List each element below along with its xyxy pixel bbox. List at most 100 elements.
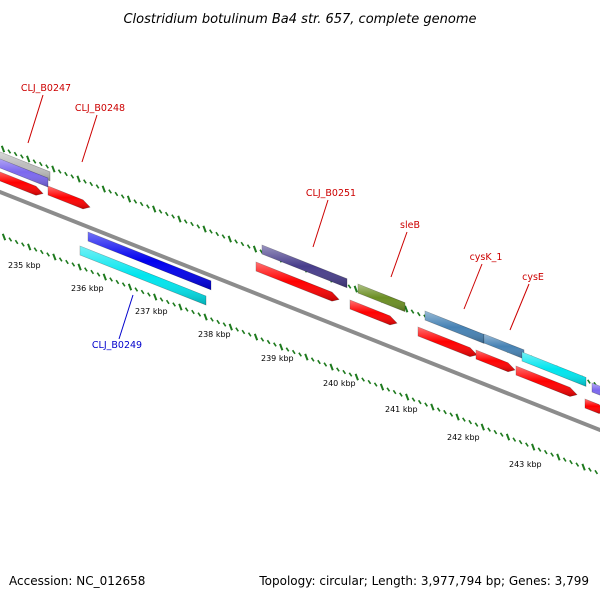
inner-tick — [222, 322, 227, 327]
outer-tick — [101, 185, 106, 193]
inner-tick — [594, 469, 599, 475]
inner-tick — [279, 343, 284, 351]
outer-tick — [177, 215, 182, 223]
inner-tick — [210, 317, 214, 322]
inner-tick — [298, 352, 302, 357]
inner-tick — [27, 243, 32, 251]
inner-tick — [348, 372, 353, 377]
inner-tick — [178, 303, 183, 311]
gene-block-cyan-shading — [80, 246, 206, 306]
inner-tick — [228, 323, 233, 331]
outer-tick — [234, 239, 238, 244]
inner-tick — [33, 247, 38, 252]
outer-tick — [171, 214, 175, 219]
cds-arrow-shading — [585, 399, 600, 414]
label-leaders — [27, 94, 530, 340]
gene-label: cysK_1 — [470, 252, 503, 263]
inner-tick — [102, 273, 107, 281]
cds-arrow-shading — [418, 327, 477, 357]
inner-tick — [399, 392, 403, 397]
inner-tick — [241, 329, 246, 335]
gene-label: sleB — [400, 220, 420, 231]
inner-tick — [266, 339, 271, 345]
inner-tick — [153, 293, 158, 301]
outer-tick — [120, 194, 125, 199]
cds-arrow-shading — [350, 300, 397, 325]
gene-label-leader — [312, 199, 329, 248]
inner-tick — [562, 457, 567, 462]
inner-tick — [569, 459, 573, 465]
inner-tick — [235, 327, 239, 332]
outer-tick — [416, 311, 421, 317]
inner-tick — [39, 249, 44, 255]
inner-tick — [65, 259, 69, 265]
inner-tick — [379, 383, 385, 391]
kbp-label: 242 kbp — [447, 433, 480, 442]
inner-tick — [115, 279, 120, 285]
outer-tick — [89, 181, 94, 187]
inner-tick — [436, 407, 441, 412]
kbp-label: 243 kbp — [509, 460, 542, 469]
outer-tick — [410, 309, 415, 314]
kbp-label: 237 kbp — [135, 307, 168, 316]
inner-tick — [575, 462, 580, 467]
inner-tick — [52, 253, 57, 261]
inner-tick — [96, 272, 101, 277]
gene-block-steel-shading — [425, 311, 484, 344]
outer-tick — [108, 189, 112, 194]
inner-tick — [480, 423, 485, 431]
outer-tick — [196, 224, 201, 229]
inner-tick — [411, 397, 416, 402]
inner-tick — [581, 463, 586, 471]
gene-label: cysE — [522, 272, 544, 283]
inner-tick — [424, 402, 428, 407]
feature-track — [0, 151, 600, 414]
inner-tick — [556, 453, 561, 461]
kbp-labels: 235 kbp 236 kbp 237 kbp 238 kbp 239 kbp 240 k… — [8, 261, 542, 469]
inner-tick — [449, 412, 454, 417]
cds-arrow-shading — [516, 366, 577, 397]
inner-tick — [512, 437, 517, 442]
outer-tick — [158, 209, 163, 214]
inner-tick — [84, 267, 88, 272]
outer-tick — [215, 231, 220, 237]
outer-tick — [20, 154, 24, 159]
kbp-label: 238 kbp — [198, 330, 231, 339]
kbp-label: 239 kbp — [261, 354, 294, 363]
inner-tick — [361, 377, 365, 382]
outer-tick — [347, 284, 352, 289]
inner-tick — [109, 277, 113, 282]
gene-block-purple-left-shading — [0, 158, 48, 188]
outer-tick — [152, 205, 157, 213]
inner-tick — [216, 319, 221, 325]
inner-tick — [46, 252, 50, 257]
inner-tick — [317, 359, 321, 365]
inner-tick — [159, 297, 164, 302]
inner-tick — [329, 363, 334, 371]
outer-tick — [209, 229, 213, 234]
inner-tick — [455, 413, 460, 421]
inner-tick — [184, 307, 189, 312]
outer-tick — [13, 151, 18, 157]
inner-tick — [121, 282, 126, 287]
outer-tick — [95, 184, 100, 189]
inner-tick — [493, 429, 498, 435]
cds-arrow-shading — [256, 262, 339, 302]
gene-labels: CLJ_B0247 CLJ_B0248 CLJ_B0249 CLJ_B0251 sleB… — [21, 83, 544, 351]
gene-block-cyan-shading — [522, 352, 586, 387]
inner-tick — [273, 342, 277, 347]
inner-tick — [291, 349, 296, 355]
outer-tick — [183, 219, 188, 224]
gene-label-leader — [81, 114, 98, 163]
outer-tick — [240, 241, 245, 247]
inner-tick — [134, 287, 139, 292]
inner-tick — [147, 292, 151, 297]
gene-label-leader — [509, 283, 530, 331]
inner-tick — [392, 389, 397, 395]
inner-tick — [191, 309, 195, 315]
inner-tick — [1, 233, 7, 241]
kbp-label: 240 kbp — [323, 379, 356, 388]
inner-tick — [253, 333, 259, 341]
gene-label-leader — [463, 263, 483, 310]
